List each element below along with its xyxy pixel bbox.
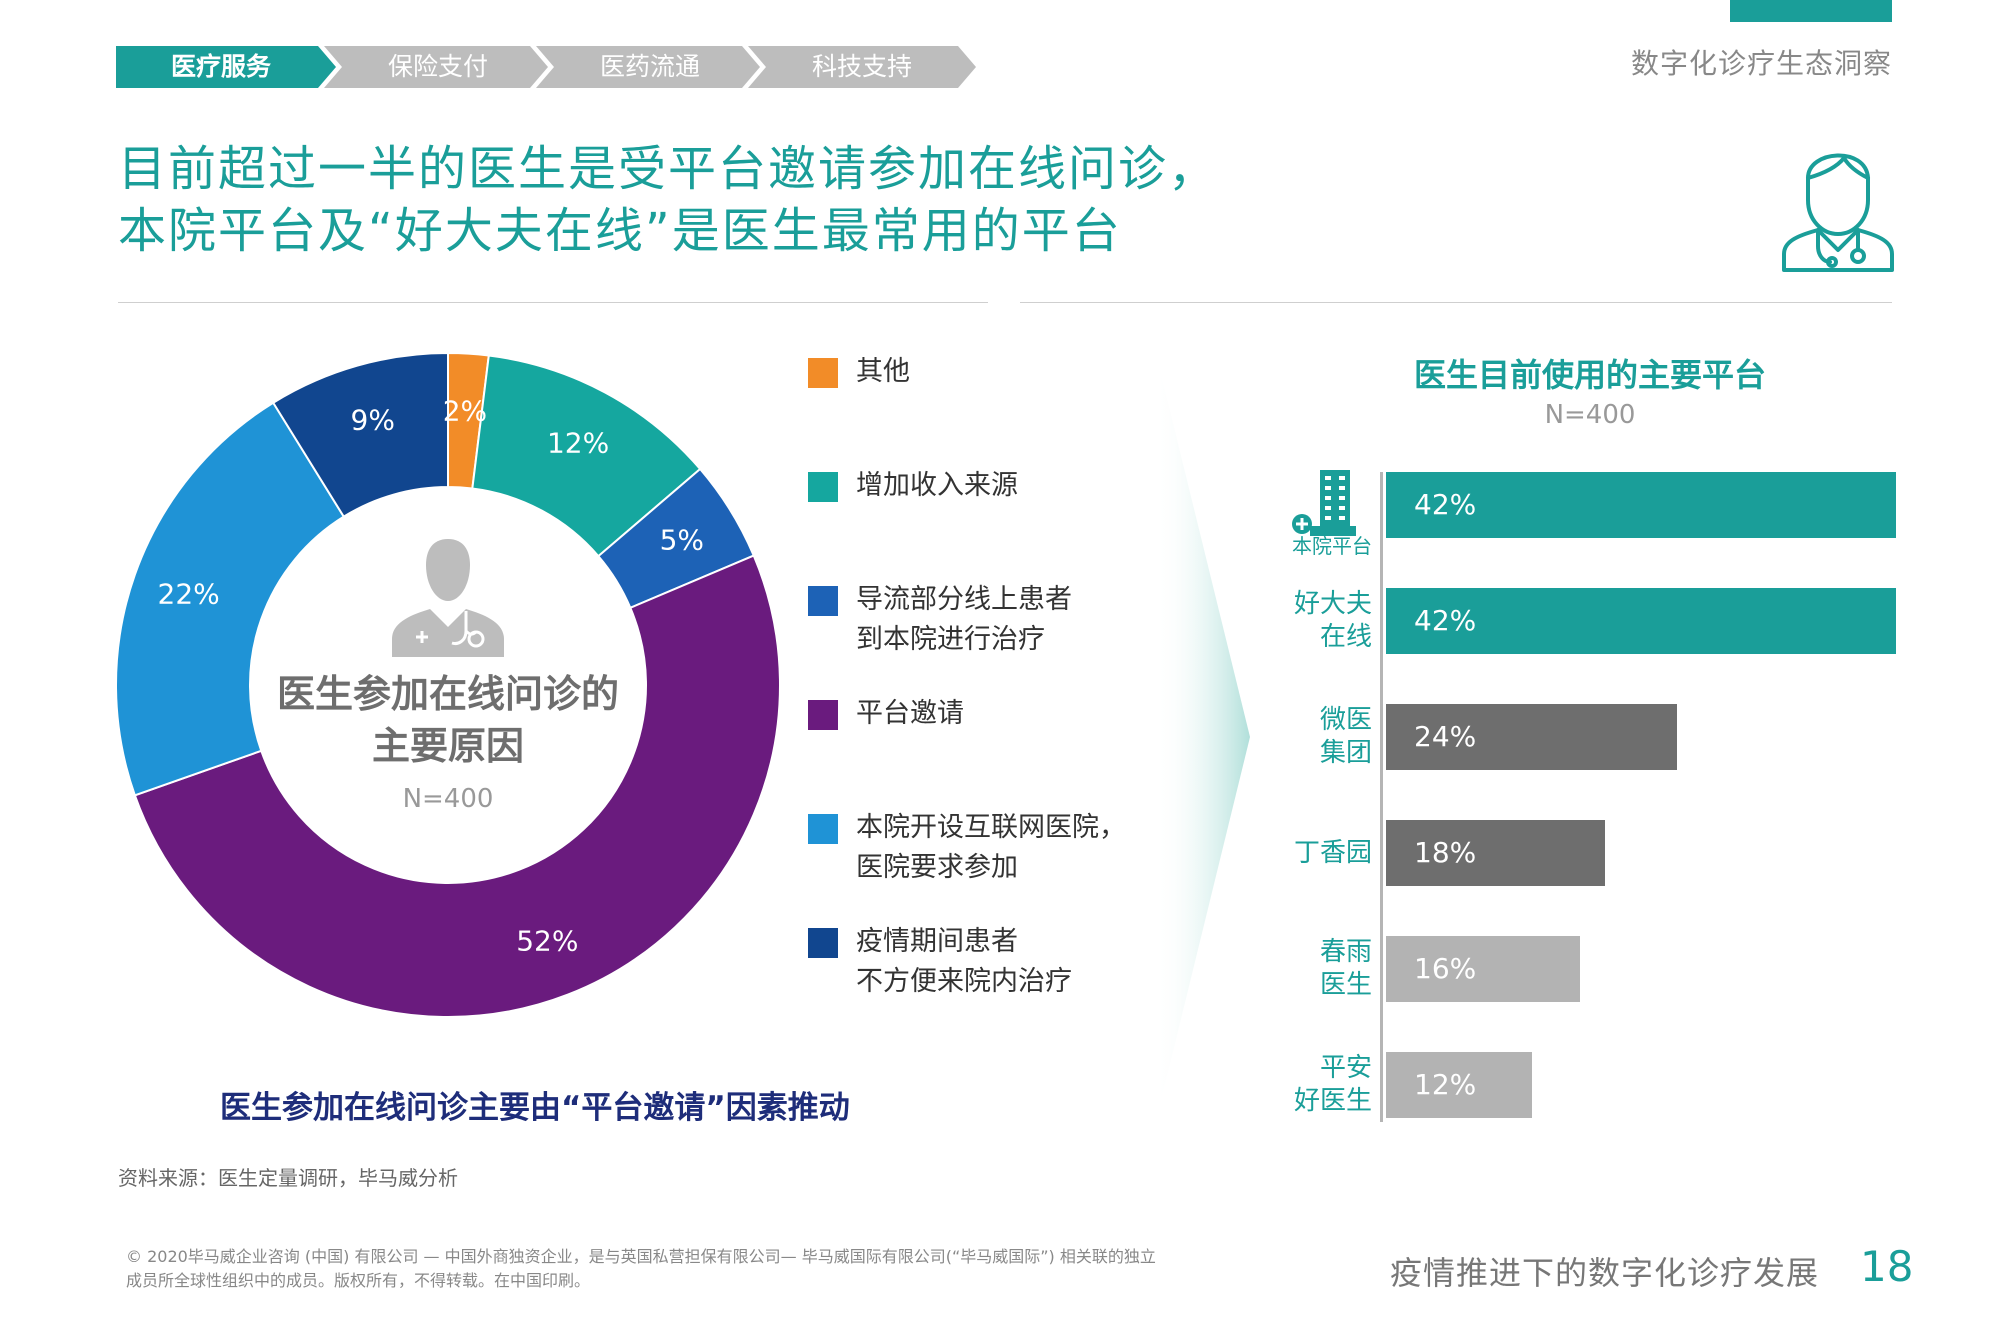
donut-sample-size: N=400 [402,784,494,814]
copyright-note: © 2020毕马威企业咨询 (中国) 有限公司 — 中国外商独资企业，是与英国私… [126,1245,1346,1293]
bar-2: 24% [1386,704,1678,770]
legend-label-5: 疫情期间患者 不方便来院内治疗 [856,926,1072,997]
tab-shape-insurance[interactable] [324,46,548,88]
tab-shape-pharma[interactable] [536,46,760,88]
donut-slice-label-3: 52% [516,924,579,958]
bar-category-1: 好大夫 在线 [1293,589,1372,652]
page-number: 18 [1860,1242,1914,1291]
bar-category-2: 微医 集团 [1319,705,1372,768]
donut-slice-label-5: 9% [350,403,395,437]
legend-label-2: 导流部分线上患者 到本院进行治疗 [856,584,1072,655]
bar-category-5: 平安 好医生 [1293,1053,1372,1116]
legend-swatch-1 [808,472,838,502]
bar-category-4: 春雨 医生 [1319,937,1372,1000]
doctor-silhouette-icon [392,539,504,657]
legend-swatch-4 [808,814,838,844]
donut-slice-label-4: 22% [157,577,220,611]
tab-shape-tech[interactable] [748,46,976,88]
copyright-line-2: 成员所全球性组织中的成员。版权所有，不得转载。在中国印刷。 [126,1271,591,1290]
copyright-line-1: © 2020毕马威企业咨询 (中国) 有限公司 — 中国外商独资企业，是与英国私… [126,1247,1156,1266]
page-headline: 目前超过一半的医生是受平台邀请参加在线问诊， 本院平台及“好大夫在线”是医生最常… [118,138,1218,262]
bar-value-1: 42% [1414,604,1477,637]
report-title: 疫情推进下的数字化诊疗发展 [1390,1254,1820,1292]
donut-slice-label-2: 5% [659,523,705,557]
tab-tech[interactable]: 科技支持 [811,52,912,81]
tab-shape-medical-service[interactable] [116,46,336,88]
legend-label-0: 其他 [856,356,910,387]
section-title: 数字化诊疗生态洞察 [1630,47,1892,80]
bar-chart-axis [1380,472,1383,1122]
bar-chart-sample-size: N=400 [1544,400,1636,430]
bar-category-3: 丁香园 [1293,837,1372,868]
bar-category-0: 本院平台 [1292,534,1372,558]
bar-0: 42% [1386,472,1896,538]
legend-swatch-3 [808,700,838,730]
corner-accent-bar [1730,0,1892,22]
legend-label-3: 平台邀请 [856,698,964,729]
tab-medical-service[interactable]: 医疗服务 [170,52,271,81]
doctor-icon [1782,153,1894,272]
bar-5: 12% [1386,1052,1532,1118]
bar-value-3: 18% [1414,836,1477,869]
headline-line-1: 目前超过一半的医生是受平台邀请参加在线问诊， [118,141,1219,197]
tab-pharma[interactable]: 医药流通 [599,52,700,81]
legend-swatch-0 [808,358,838,388]
bar-value-2: 24% [1414,720,1477,753]
source-note: 资料来源：医生定量调研，毕马威分析 [118,1166,458,1190]
bar-chart-title: 医生目前使用的主要平台 [1413,356,1766,394]
bar-3: 18% [1386,820,1605,886]
bar-4: 16% [1386,936,1581,1002]
bar-value-5: 12% [1414,1068,1477,1101]
legend-label-4: 本院开设互联网医院， 医院要求参加 [856,812,1126,883]
donut-slice-label-0: 2% [442,394,488,428]
hospital-building-icon [1292,470,1356,536]
tab-insurance[interactable]: 保险支付 [387,52,488,81]
bar-1: 42% [1386,588,1896,654]
legend-swatch-5 [808,928,838,958]
divider-right [1020,302,1892,303]
bar-value-4: 16% [1414,952,1477,985]
divider-left [118,302,988,303]
donut-center-title: 医生参加在线问诊的主要原因 [276,672,619,768]
bar-value-0: 42% [1414,488,1477,521]
donut-caption: 医生参加在线问诊主要由“平台邀请”因素推动 [220,1090,850,1126]
headline-line-2: 本院平台及“好大夫在线”是医生最常用的平台 [118,203,1122,259]
top-nav-tabs [116,46,976,88]
legend-swatch-2 [808,586,838,616]
separator-arrow [1155,350,1250,1125]
donut-slice-label-1: 12% [546,426,610,460]
legend-label-1: 增加收入来源 [856,470,1018,501]
